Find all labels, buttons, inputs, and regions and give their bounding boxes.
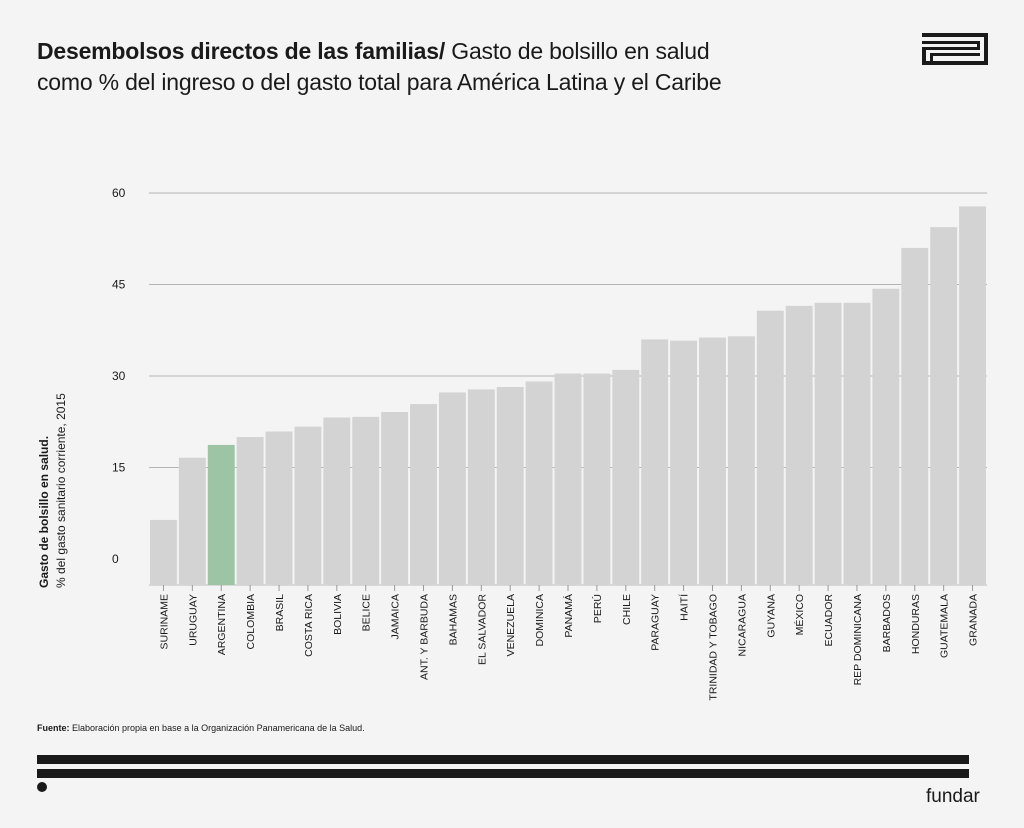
bar <box>583 373 611 585</box>
x-tick-label: BELICE <box>361 594 373 631</box>
bar <box>323 417 351 585</box>
x-tick-label: DOMINICA <box>534 594 546 647</box>
bar <box>930 227 958 585</box>
y-tick-label: 60 <box>112 186 126 200</box>
bar <box>467 389 495 585</box>
source-label: Fuente: <box>37 723 70 733</box>
bar <box>814 302 842 585</box>
bar <box>901 247 929 585</box>
x-tick-label: GUYANA <box>765 594 777 638</box>
x-tick-label: BARBADOS <box>881 594 893 652</box>
footer-stripe <box>37 769 969 778</box>
bar <box>612 369 640 585</box>
bar <box>496 386 524 585</box>
bar <box>294 426 322 585</box>
x-tick-label: PERÚ <box>591 594 604 623</box>
bar <box>207 444 235 585</box>
x-tick-label: ECUADOR <box>823 594 835 647</box>
bar <box>236 437 264 585</box>
x-tick-label: EL SALVADOR <box>476 594 488 665</box>
bar <box>727 336 755 585</box>
x-tick-label: REP DOMINICANA <box>852 594 864 685</box>
footer-dot <box>37 782 47 792</box>
bar <box>150 519 177 585</box>
bar <box>785 305 813 585</box>
fundar-logo-icon <box>922 33 988 65</box>
source-text: Elaboración propia en base a la Organiza… <box>69 723 365 733</box>
y-tick-label: 30 <box>112 369 126 383</box>
x-tick-label: TRINIDAD Y TOBAGO <box>707 594 719 701</box>
x-tick-label: PARAGUAY <box>650 594 662 651</box>
x-tick-label: ARGENTINA <box>216 594 228 655</box>
bar <box>641 339 669 585</box>
footer-stripe <box>37 755 969 764</box>
x-tick-label: GUATEMALA <box>939 594 951 658</box>
y-tick-label: 45 <box>112 278 126 292</box>
y-axis-title: % del gasto sanitario corriente, 2015 <box>54 393 68 588</box>
x-tick-label: BRASIL <box>274 594 286 632</box>
x-tick-label: HAITÍ <box>678 594 691 621</box>
x-tick-label: ANT. Y BARBUDA <box>419 594 431 680</box>
x-tick-label: COSTA RICA <box>303 594 315 657</box>
bar <box>554 373 582 585</box>
bar <box>410 404 437 585</box>
x-tick-label: GRANADA <box>968 594 980 646</box>
x-tick-label: BAHAMAS <box>447 594 459 645</box>
title-bold: Desembolsos directos de las familias/ <box>37 38 446 64</box>
bar-chart: SURINAME URUGUAY ARGENTINA COLOMBIA BRASIL CO… <box>37 186 987 701</box>
x-tick-label: PANAMÁ <box>562 594 575 638</box>
bar <box>959 206 986 586</box>
source-note: Fuente: Elaboración propia en base a la … <box>37 723 365 733</box>
x-tick-label: COLOMBIA <box>245 594 257 649</box>
x-tick-label: NICARAGUA <box>736 594 748 656</box>
x-tick-label: MÉXICO <box>793 594 806 635</box>
title-rest: Gasto de bolsillo en salud <box>445 38 710 64</box>
chart-title: Desembolsos directos de las familias/ Ga… <box>37 36 722 98</box>
x-tick-label: VENEZUELA <box>505 594 517 656</box>
bar <box>265 431 293 585</box>
x-tick-label: BOLIVIA <box>332 594 344 635</box>
bar <box>352 416 380 585</box>
bar <box>438 392 466 585</box>
bar <box>756 310 784 585</box>
brand-name: fundar <box>926 786 980 807</box>
bar <box>178 457 206 585</box>
x-tick-label: CHILE <box>621 594 633 625</box>
x-tick-label: HONDURAS <box>910 594 922 654</box>
bar <box>699 337 726 585</box>
y-tick-label: 0 <box>112 552 119 566</box>
x-tick-label: JAMAICA <box>390 594 402 640</box>
y-tick-label: 15 <box>112 461 126 475</box>
x-tick-label: URUGUAY <box>187 594 199 646</box>
bar <box>843 302 871 585</box>
bar <box>670 340 698 585</box>
bar <box>381 411 409 585</box>
bar <box>872 288 900 585</box>
bar <box>525 381 553 585</box>
x-tick-label: SURINAME <box>158 594 170 649</box>
title-line2: como % del ingreso o del gasto total par… <box>37 69 722 95</box>
y-axis-title-bold: Gasto de bolsillo en salud. <box>37 436 51 588</box>
